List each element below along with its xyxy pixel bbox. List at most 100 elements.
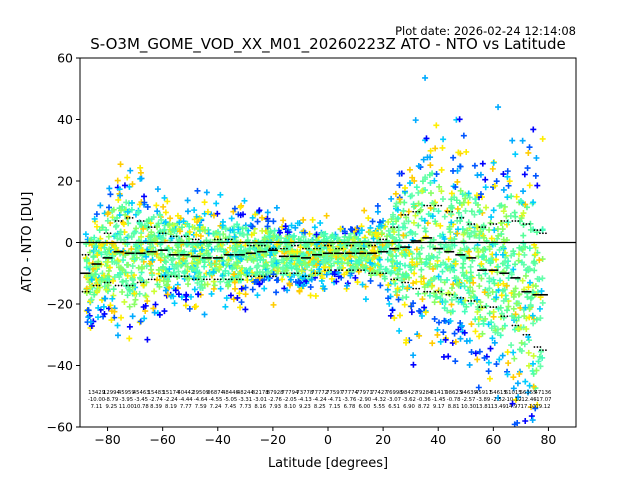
data-point	[491, 182, 498, 189]
bin-bound-marker	[114, 284, 117, 287]
data-point	[511, 314, 518, 321]
data-point	[427, 179, 434, 186]
data-point	[510, 293, 517, 300]
data-point	[443, 264, 450, 271]
data-point	[504, 168, 511, 175]
data-point	[528, 413, 535, 420]
bin-bound-marker	[208, 278, 211, 281]
data-point	[409, 236, 416, 243]
data-point	[141, 199, 148, 206]
data-point	[349, 266, 356, 273]
data-point	[138, 233, 145, 240]
data-point	[522, 304, 529, 311]
data-point	[131, 301, 138, 308]
bin-bound-marker	[360, 269, 362, 272]
data-point	[208, 211, 215, 218]
data-point	[482, 315, 489, 322]
data-point	[111, 233, 118, 240]
bin-stat-value: 7.59	[195, 404, 207, 410]
data-point	[408, 309, 415, 316]
data-point	[199, 224, 206, 231]
data-point	[285, 233, 292, 240]
data-point	[114, 177, 121, 184]
data-point	[415, 163, 422, 170]
bin-bound-marker	[503, 315, 506, 318]
bin-bound-marker	[539, 229, 542, 232]
data-point	[161, 308, 168, 315]
data-point	[472, 196, 479, 203]
data-point	[516, 291, 523, 298]
data-point	[504, 307, 511, 314]
data-point	[426, 292, 433, 299]
data-point	[452, 338, 459, 345]
x-tick-label: 0	[324, 432, 332, 447]
data-point	[363, 264, 370, 271]
data-point	[117, 207, 124, 214]
bin-bound-marker	[297, 244, 299, 247]
bin-bound-marker	[316, 247, 318, 250]
data-point	[119, 288, 126, 295]
data-point	[504, 371, 511, 378]
bin-bound-marker	[437, 290, 440, 293]
data-point	[437, 295, 444, 302]
bin-stat-value: 73778	[296, 390, 313, 396]
bin-bound-marker	[445, 210, 448, 213]
data-point	[427, 147, 434, 154]
bin-bound-marker	[382, 272, 385, 275]
data-point	[532, 405, 539, 412]
data-point	[191, 286, 198, 293]
data-point	[323, 212, 330, 219]
data-point	[107, 302, 114, 309]
data-point	[161, 194, 168, 201]
data-point	[408, 192, 415, 199]
data-point	[323, 271, 330, 278]
data-point	[280, 264, 287, 271]
data-point	[486, 375, 493, 382]
data-point	[261, 236, 268, 243]
data-point	[93, 223, 100, 230]
data-point	[396, 182, 403, 189]
data-point	[526, 182, 533, 189]
bin-bound-marker	[542, 232, 544, 235]
data-point	[204, 208, 211, 215]
data-point	[521, 251, 528, 258]
data-point	[336, 264, 343, 271]
bin-stat-value: 8.81	[448, 404, 460, 410]
bin-bound-marker	[95, 284, 98, 287]
data-point	[94, 252, 101, 259]
bin-stat-value: 7.77	[180, 404, 192, 410]
data-point	[389, 258, 396, 265]
data-point	[459, 191, 466, 198]
bin-stat-value: 45959	[118, 390, 135, 396]
data-point	[383, 244, 390, 251]
data-point	[149, 256, 156, 263]
data-point	[427, 154, 434, 161]
data-point	[282, 238, 289, 245]
data-point	[185, 281, 192, 288]
data-point	[430, 265, 437, 272]
data-point	[406, 166, 413, 173]
data-point	[524, 294, 531, 301]
data-point	[294, 248, 301, 255]
bin-bound-marker	[495, 306, 498, 308]
data-point	[160, 235, 167, 242]
data-point	[135, 209, 142, 216]
bin-bound-marker	[545, 232, 547, 235]
data-point	[143, 293, 150, 300]
data-point	[132, 243, 139, 250]
data-point	[242, 306, 249, 313]
data-point	[457, 187, 464, 194]
data-point	[104, 276, 111, 283]
data-point	[128, 269, 135, 276]
data-point	[489, 335, 496, 342]
data-point	[456, 116, 463, 123]
bin-bound-marker	[252, 275, 255, 278]
data-point	[536, 257, 543, 264]
bin-stat-value: 45911	[475, 390, 492, 396]
data-point	[284, 287, 291, 294]
data-point	[478, 260, 485, 267]
bin-stat-value: 8.72	[418, 404, 430, 410]
data-point	[504, 349, 511, 356]
data-point	[441, 235, 448, 242]
